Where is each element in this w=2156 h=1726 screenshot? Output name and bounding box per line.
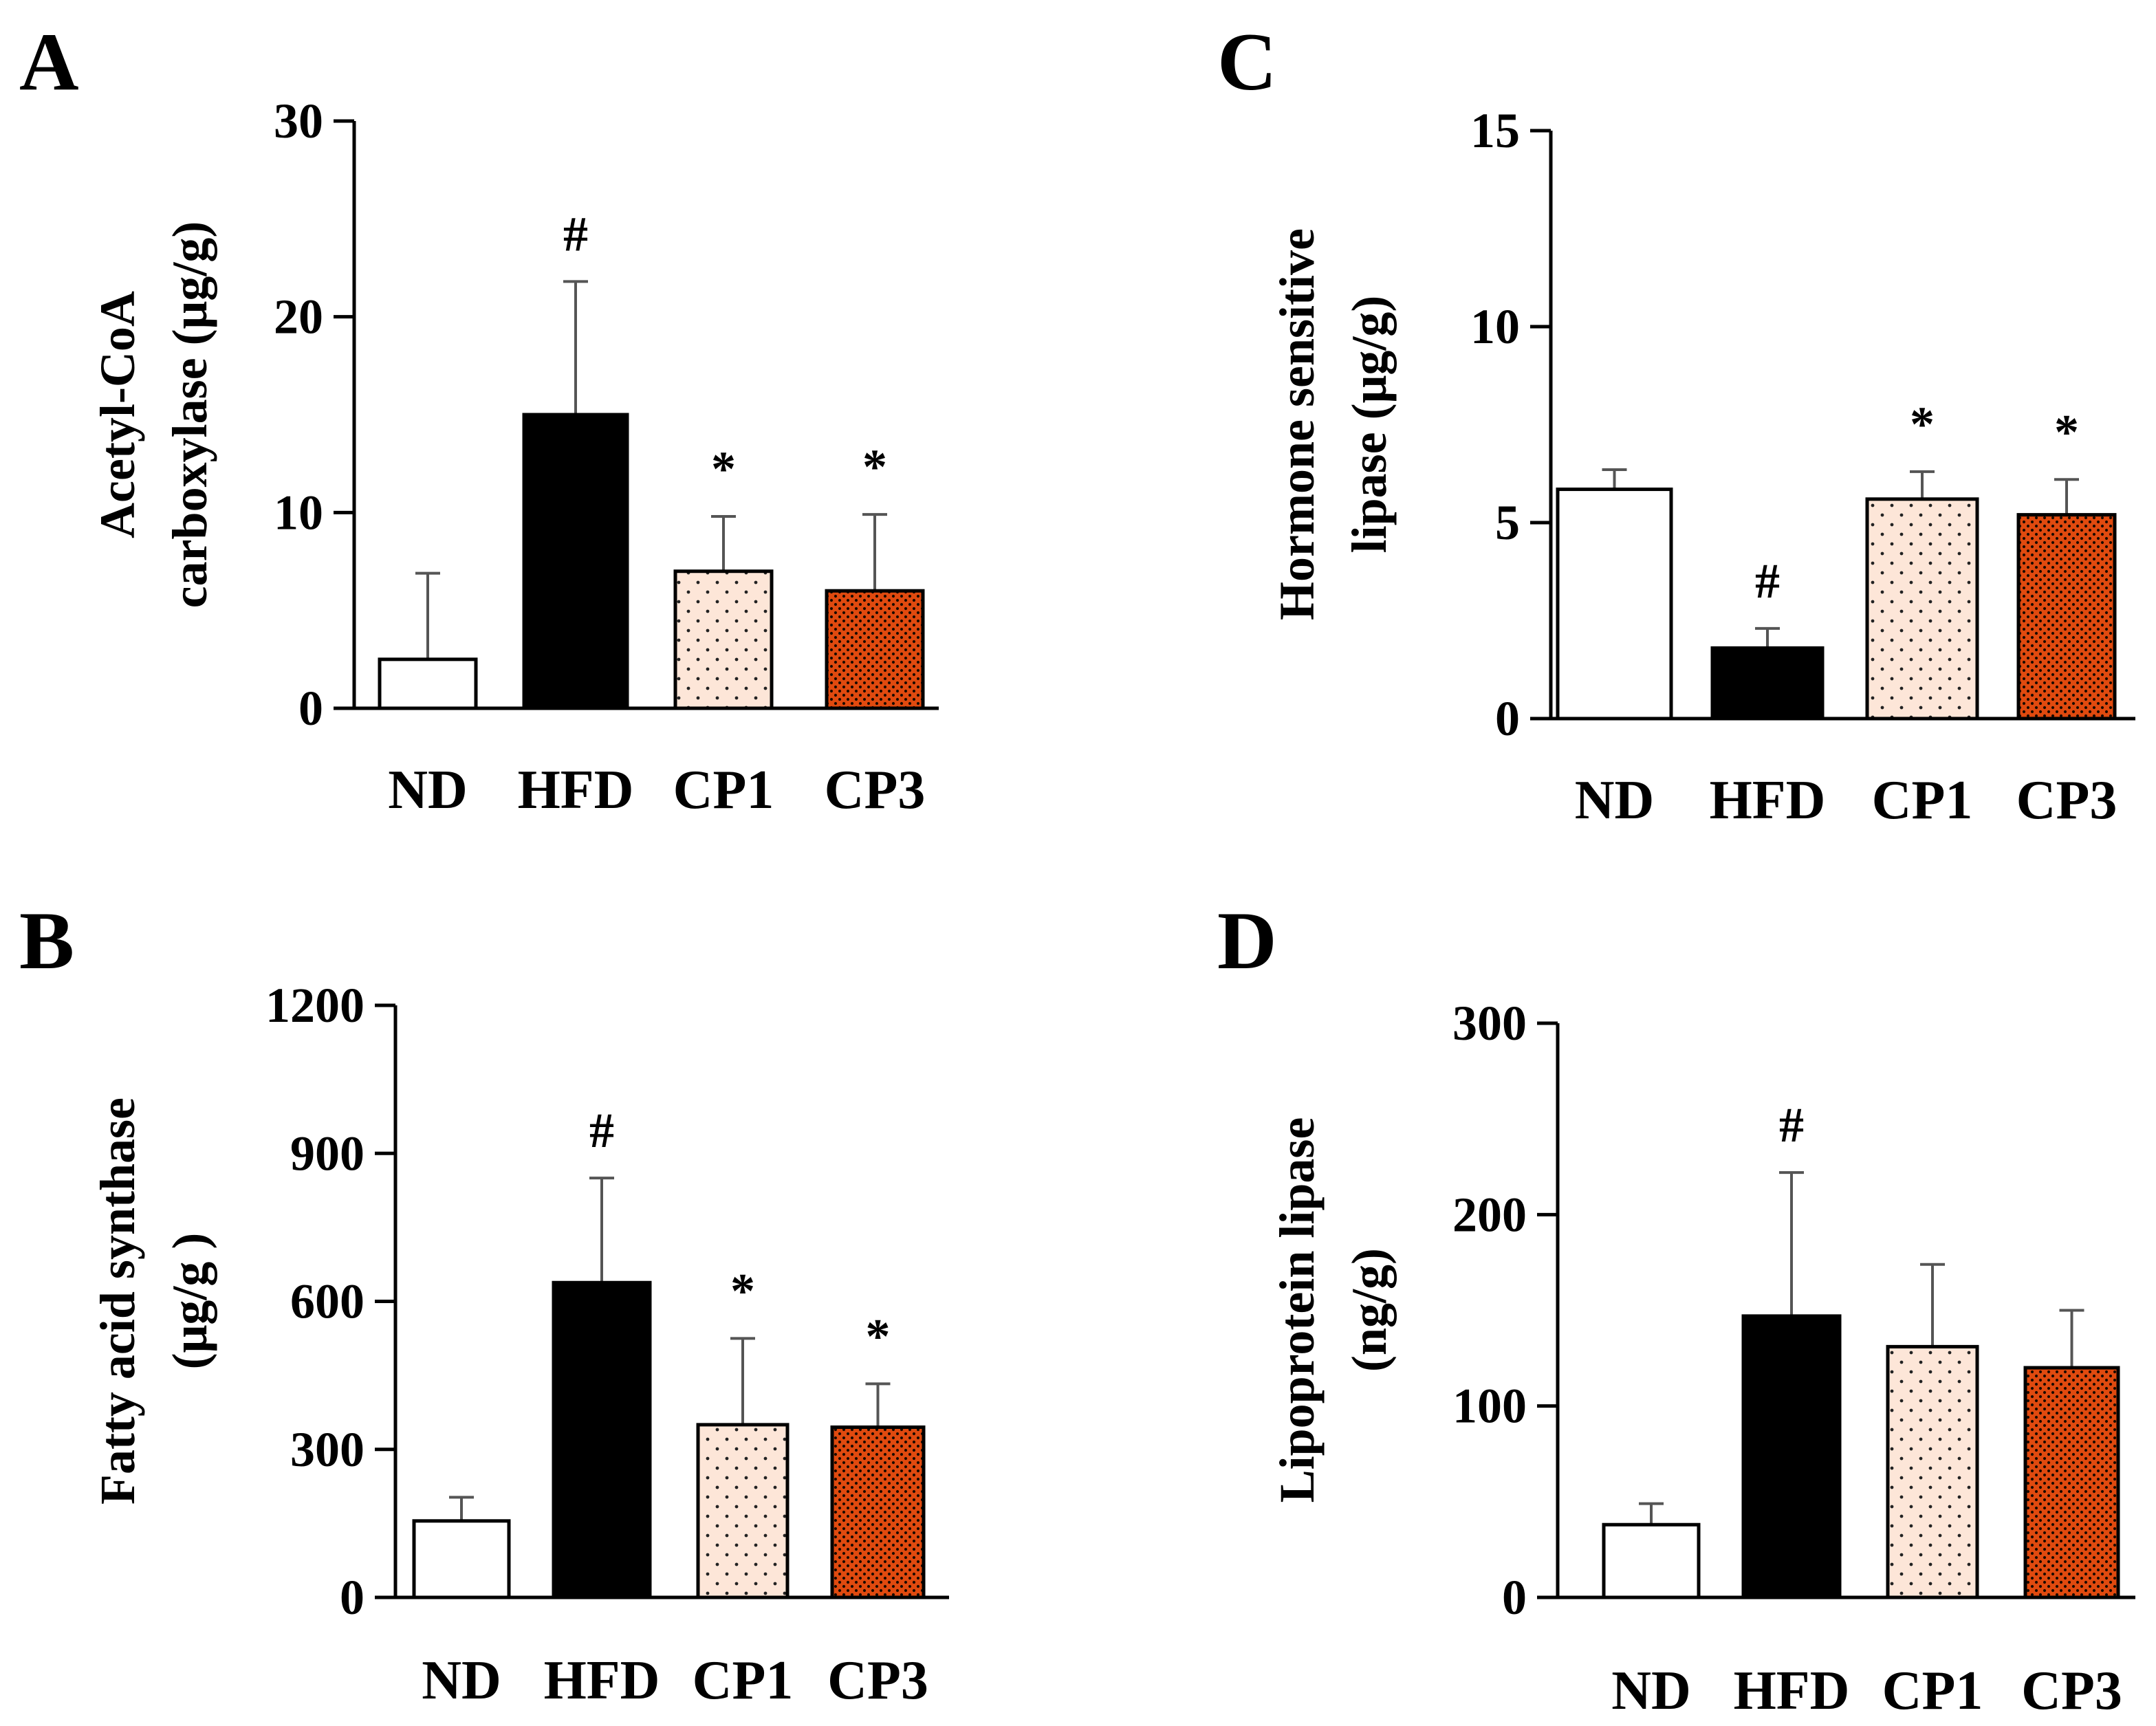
y-tick-label: 600 — [290, 1274, 364, 1329]
bar-cp1 — [1865, 497, 1979, 721]
significance-mark: # — [563, 206, 588, 261]
panel-letter: A — [19, 16, 79, 107]
category-label: ND — [422, 1650, 501, 1711]
bar-hfd — [1741, 1314, 1842, 1599]
category-label: HFD — [1710, 770, 1826, 831]
category-label: CP3 — [827, 1650, 928, 1711]
y-axis-label: carboxylase (μg/g) — [162, 221, 217, 609]
category-label: CP3 — [2021, 1661, 2122, 1721]
y-tick-label: 0 — [1502, 1570, 1527, 1625]
significance-mark: # — [1755, 554, 1780, 609]
category-label: HFD — [518, 760, 634, 820]
y-axis-label: Hormone sensitive — [1270, 228, 1325, 620]
y-tick-label: 300 — [1452, 996, 1527, 1051]
category-label: CP1 — [673, 760, 774, 820]
significance-mark: * — [730, 1263, 755, 1318]
panel-letter: C — [1217, 16, 1277, 107]
y-tick-label: 1200 — [265, 978, 364, 1033]
y-tick-label: 0 — [1495, 691, 1520, 746]
category-label: ND — [1611, 1661, 1691, 1721]
y-tick-label: 0 — [298, 681, 323, 736]
bar-hfd — [1710, 646, 1825, 721]
y-axis-label: Lipoprotein lipase — [1270, 1117, 1325, 1503]
y-tick-label: 100 — [1452, 1379, 1527, 1434]
y-axis-label: Acetyl-CoA — [90, 291, 145, 538]
panel-letter: B — [19, 895, 74, 986]
bar-nd — [412, 1519, 511, 1599]
significance-mark: * — [711, 441, 736, 496]
bar-hfd — [552, 1280, 652, 1599]
significance-mark: * — [2054, 404, 2079, 459]
bar-nd — [1556, 488, 1673, 721]
y-tick-label: 10 — [274, 485, 323, 540]
bar-nd — [378, 657, 478, 710]
significance-mark: # — [1779, 1097, 1804, 1153]
category-label: CP3 — [2016, 770, 2117, 831]
y-tick-label: 5 — [1495, 495, 1520, 550]
y-tick-label: 15 — [1470, 103, 1520, 158]
panel-d: D 0 100 200 300 Lipoprotein lipase (ng/g) ND HFD… — [1217, 895, 2135, 1721]
bar-cp3 — [2023, 1366, 2120, 1599]
panel-b: B 0 300 600 900 1200 Fatty acid synthase (μg/g … — [19, 895, 949, 1711]
y-axis-label: lipase (μg/g) — [1342, 296, 1397, 554]
category-label: CP1 — [1872, 770, 1973, 831]
y-axis-label: (ng/g) — [1342, 1248, 1397, 1372]
bar-cp1 — [673, 569, 774, 710]
panel-a: A 0 10 20 30 Acetyl-CoA carboxylase (μg/g) ND HF… — [19, 16, 939, 820]
category-label: HFD — [544, 1650, 660, 1711]
significance-mark: * — [862, 439, 887, 494]
category-label: CP1 — [1882, 1661, 1983, 1721]
category-label: HFD — [1734, 1661, 1850, 1721]
y-axis-label: Fatty acid synthase — [90, 1097, 145, 1505]
y-tick-label: 300 — [290, 1422, 364, 1477]
category-label: ND — [1575, 770, 1655, 831]
y-tick-label: 0 — [340, 1570, 364, 1625]
chart-root: A 0 10 20 30 Acetyl-CoA carboxylase (μg/g) ND HF… — [19, 16, 2135, 1721]
bar-nd — [1602, 1522, 1701, 1599]
panel-c: C 0 5 10 15 Hormone sensitive lipase (μg/g) ND H… — [1217, 16, 2135, 831]
category-label: CP1 — [693, 1650, 794, 1711]
bar-cp1 — [1886, 1344, 1979, 1599]
bar-cp3 — [830, 1425, 926, 1599]
y-tick-label: 20 — [274, 290, 323, 345]
category-label: CP3 — [825, 760, 926, 820]
y-tick-label: 10 — [1470, 299, 1520, 354]
y-axis-label: (μg/g ) — [162, 1233, 217, 1370]
bar-hfd — [522, 413, 629, 710]
significance-mark: # — [589, 1103, 614, 1158]
y-tick-label: 30 — [274, 94, 323, 149]
bar-cp3 — [2016, 513, 2117, 721]
significance-mark: * — [866, 1309, 891, 1364]
y-tick-label: 200 — [1452, 1187, 1527, 1242]
bar-cp1 — [696, 1423, 790, 1599]
bar-cp3 — [825, 589, 925, 710]
category-label: ND — [388, 760, 468, 820]
significance-mark: * — [1910, 397, 1935, 452]
y-tick-label: 900 — [290, 1126, 364, 1181]
panel-letter: D — [1217, 895, 1277, 986]
